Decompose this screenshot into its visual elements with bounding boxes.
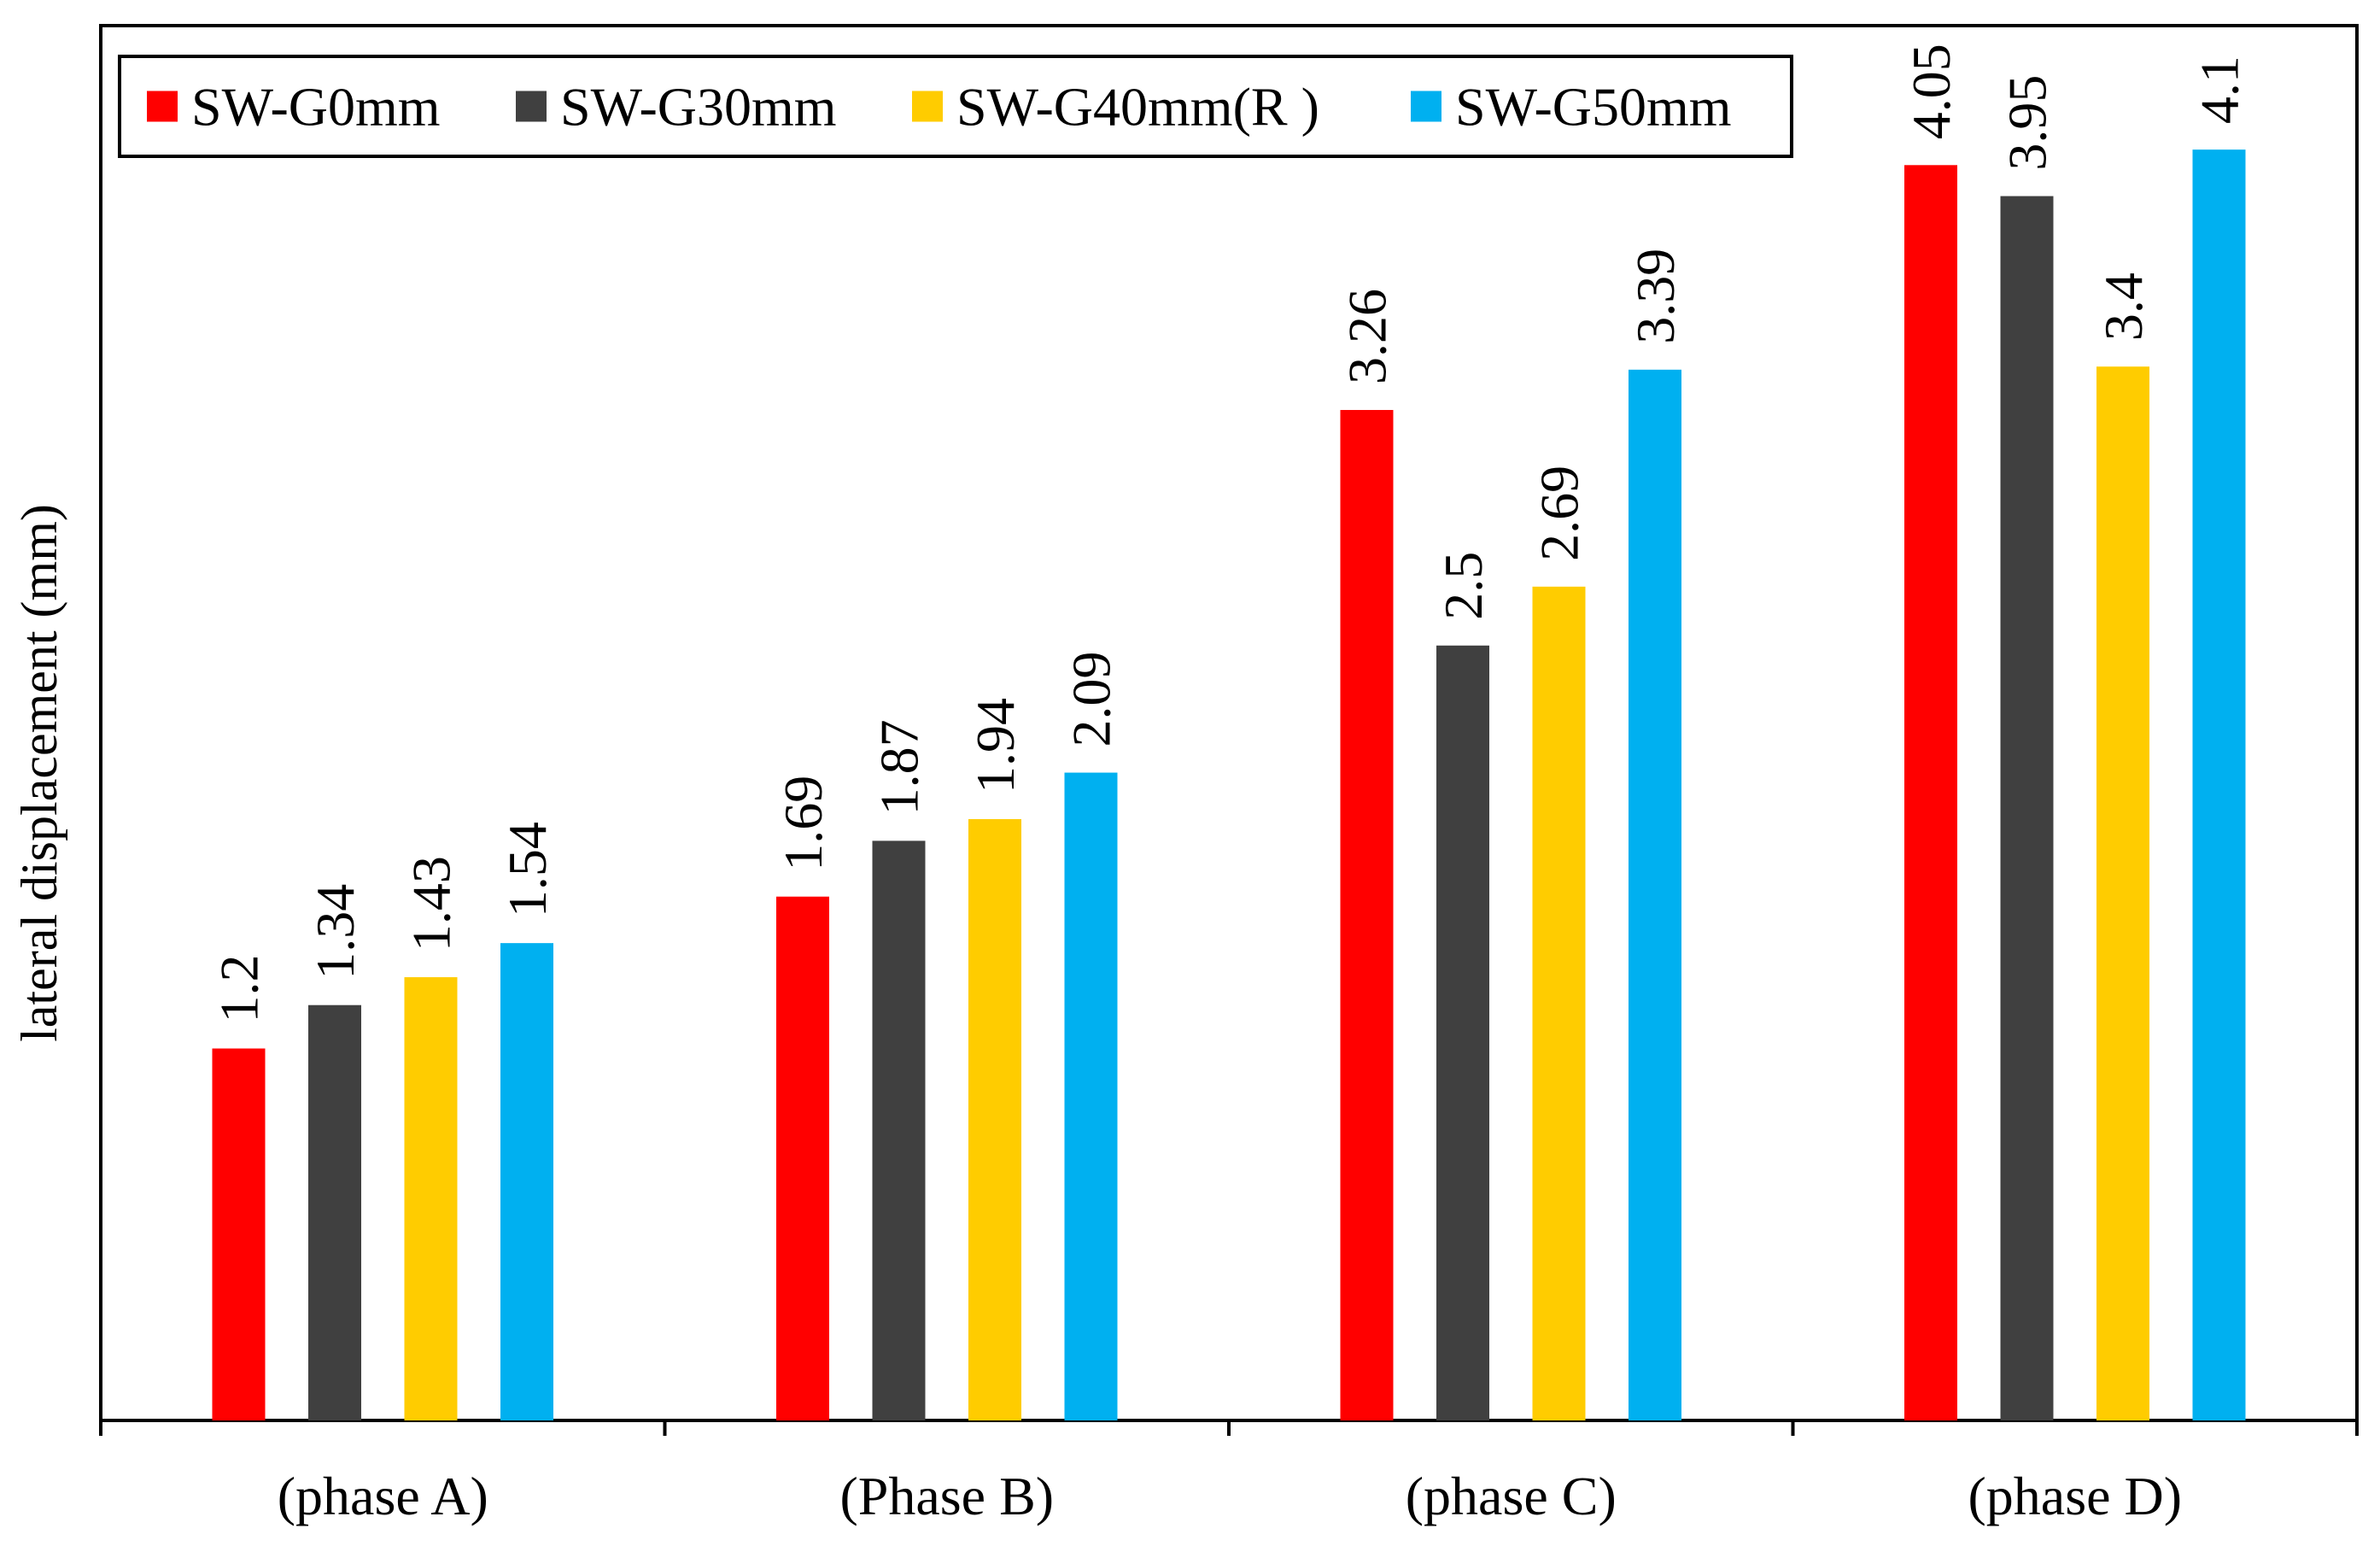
bar-data-label: 1.34: [305, 884, 365, 980]
legend-label: SW-G40mm(R ): [956, 77, 1319, 138]
bar: [872, 840, 926, 1420]
bar: [404, 977, 458, 1420]
bar-data-label: 1.94: [965, 698, 1026, 793]
x-tick-label: (Phase B): [839, 1466, 1054, 1526]
x-tick-label: (phase A): [278, 1466, 488, 1526]
bar: [500, 943, 553, 1420]
bar: [212, 1048, 266, 1420]
bar-data-label: 1.43: [401, 856, 462, 952]
legend-swatch: [147, 91, 178, 122]
legend-swatch: [1411, 91, 1441, 122]
bar: [1532, 586, 1586, 1420]
bar-data-label: 1.54: [497, 822, 558, 917]
bar: [308, 1004, 361, 1420]
bar: [1340, 409, 1394, 1421]
bar: [1064, 772, 1118, 1420]
x-axis: (phase A) (Phase B) (phase C) (phase D): [99, 1420, 2359, 1526]
bar-data-label: 2.09: [1061, 652, 1122, 747]
bar: [1436, 645, 1489, 1420]
bar-data-label: 4.1: [2190, 56, 2250, 124]
legend-box: [118, 55, 1793, 158]
x-tick-label: (phase C): [1406, 1466, 1617, 1526]
bar: [1904, 165, 1957, 1420]
legend-swatch: [516, 91, 547, 122]
bar: [968, 818, 1021, 1420]
bar: [2096, 366, 2149, 1421]
bars-group: [212, 149, 2246, 1421]
y-axis-title: lateral displacement (mm): [11, 504, 67, 1042]
bar-data-label: 3.26: [1337, 289, 1398, 384]
bar-data-label: 1.2: [209, 955, 270, 1023]
legend-label: SW-G0mm: [191, 77, 441, 138]
legend-label: SW-G50mm: [1455, 77, 1732, 138]
bar-data-label: 3.39: [1625, 249, 1686, 344]
bar-data-label: 3.4: [2093, 272, 2154, 341]
bar: [2000, 196, 2054, 1421]
bar-data-label: 1.87: [869, 719, 930, 815]
legend: SW-G0mm SW-G30mm SW-G40mm(R ) SW-G50mm: [118, 55, 1793, 158]
bar-data-label: 2.5: [1433, 552, 1494, 620]
x-tick-label: (phase D): [1968, 1466, 2182, 1526]
bar-data-label: 1.69: [773, 776, 833, 871]
bar: [2192, 149, 2246, 1421]
legend-label: SW-G30mm: [560, 77, 837, 138]
bar: [1629, 369, 1681, 1421]
bar: [776, 896, 829, 1420]
bar-data-label: 4.05: [1901, 44, 1962, 139]
bar-labels-group: 1.2 1.34 1.43 1.54 1.69 1.87 1.94 2.09 3.26 2.5 2.…: [209, 44, 2250, 1022]
bar-data-label: 3.95: [1997, 75, 2058, 171]
bar-data-label: 2.69: [1529, 466, 1590, 561]
legend-swatch: [912, 91, 943, 122]
